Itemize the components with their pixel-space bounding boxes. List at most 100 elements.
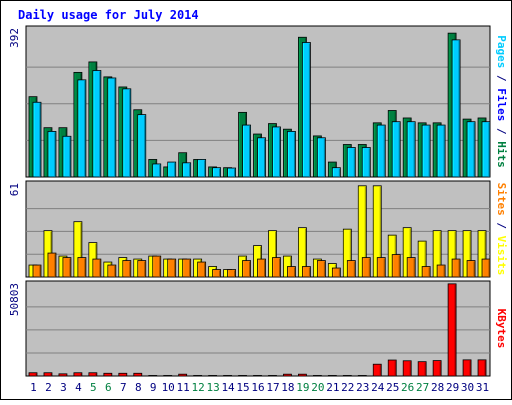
panel-visits-sites: 61 Sites / Visits <box>8 180 508 278</box>
legend-part: Sites <box>495 183 508 216</box>
scale-max-label: 392 <box>8 28 21 48</box>
bar-sites-day-19 <box>302 266 311 278</box>
bar-files-day-6 <box>107 77 117 178</box>
x-tick-day-10: 10 <box>162 381 175 394</box>
x-tick-day-7: 7 <box>120 381 127 394</box>
bar-kbytes-day-29 <box>447 283 457 377</box>
bar-kbytes-day-2 <box>43 372 53 377</box>
bar-kbytes-day-9 <box>148 375 158 377</box>
x-tick-day-11: 11 <box>177 381 190 394</box>
panel-background <box>25 280 491 377</box>
bar-kbytes-day-16 <box>253 375 262 377</box>
x-tick-day-3: 3 <box>60 381 67 394</box>
bar-sites-day-20 <box>316 260 326 278</box>
legend-part: / <box>495 68 508 88</box>
x-tick-day-2: 2 <box>45 381 52 394</box>
bar-sites-day-14 <box>227 269 236 278</box>
bar-sites-day-17 <box>272 257 281 278</box>
scale-max-label: 61 <box>8 183 21 196</box>
bar-files-day-26 <box>406 121 416 178</box>
bar-files-day-24 <box>376 124 386 178</box>
bar-files-day-11 <box>182 162 192 178</box>
bar-files-day-25 <box>391 121 401 178</box>
bar-kbytes-day-11 <box>178 373 188 377</box>
bar-kbytes-day-27 <box>417 361 427 377</box>
bar-kbytes-day-10 <box>163 375 173 377</box>
bar-kbytes-day-24 <box>372 363 382 377</box>
bar-kbytes-day-31 <box>477 359 487 377</box>
bar-files-day-9 <box>152 163 162 178</box>
bar-kbytes-day-17 <box>268 375 277 377</box>
bar-files-day-8 <box>137 114 147 178</box>
bar-files-day-4 <box>77 79 87 178</box>
legend-part: Visits <box>495 236 508 276</box>
bar-kbytes-day-20 <box>312 375 322 377</box>
bar-kbytes-day-21 <box>327 375 337 377</box>
bar-sites-day-21 <box>331 267 341 278</box>
bar-files-day-2 <box>47 131 57 178</box>
scale-max-label: 50803 <box>8 283 21 316</box>
x-tick-day-14: 14 <box>221 381 235 394</box>
bar-files-day-21 <box>331 167 341 178</box>
x-tick-day-24: 24 <box>371 381 385 394</box>
bar-files-day-30 <box>466 121 476 178</box>
bar-files-day-5 <box>92 70 102 178</box>
x-tick-day-21: 21 <box>326 381 339 394</box>
bar-kbytes-day-23 <box>357 375 367 377</box>
panel-hits-files-pages: 392 Pages / Files / Hits <box>8 25 508 178</box>
legend-part: / <box>495 216 508 236</box>
bar-sites-day-3 <box>62 257 72 278</box>
x-tick-day-17: 17 <box>266 381 279 394</box>
x-tick-day-28: 28 <box>431 381 444 394</box>
series-legend-label: Pages / Files / Hits <box>495 35 508 168</box>
series-legend-label: Sites / Visits <box>495 183 508 276</box>
bar-files-day-1 <box>32 101 42 178</box>
x-tick-day-4: 4 <box>75 381 82 394</box>
bar-sites-day-1 <box>32 264 42 278</box>
legend-part: KBytes <box>495 309 508 349</box>
bar-sites-day-26 <box>406 257 416 278</box>
bar-files-day-29 <box>451 39 461 178</box>
chart-title: Daily usage for July 2014 <box>18 8 199 22</box>
panel-kbytes: 50803 KBytes <box>8 280 508 377</box>
x-tick-day-12: 12 <box>192 381 205 394</box>
bar-files-day-3 <box>62 135 72 178</box>
x-tick-day-13: 13 <box>206 381 219 394</box>
bar-kbytes-day-3 <box>58 373 68 377</box>
x-tick-day-15: 15 <box>236 381 249 394</box>
bar-kbytes-day-15 <box>238 375 247 377</box>
x-tick-day-31: 31 <box>476 381 489 394</box>
bar-sites-day-16 <box>257 258 266 278</box>
bar-sites-day-18 <box>287 266 296 278</box>
bar-sites-day-29 <box>451 258 461 278</box>
bar-kbytes-day-19 <box>298 373 307 377</box>
bar-kbytes-day-12 <box>193 375 203 377</box>
bar-kbytes-day-5 <box>88 372 98 377</box>
bar-kbytes-day-4 <box>73 372 83 377</box>
bar-sites-day-10 <box>167 258 177 278</box>
bar-sites-day-28 <box>436 264 446 278</box>
x-tick-day-6: 6 <box>105 381 112 394</box>
bar-sites-day-24 <box>376 257 386 278</box>
bar-kbytes-day-8 <box>133 372 143 377</box>
bar-kbytes-day-26 <box>402 360 412 377</box>
bar-sites-day-7 <box>122 260 132 278</box>
x-tick-day-30: 30 <box>461 381 474 394</box>
bar-kbytes-day-25 <box>387 359 397 377</box>
x-tick-day-18: 18 <box>281 381 294 394</box>
bar-files-day-20 <box>316 137 326 178</box>
x-tick-day-26: 26 <box>401 381 414 394</box>
bar-files-day-17 <box>272 126 281 178</box>
bar-files-day-18 <box>287 131 296 178</box>
bar-sites-day-30 <box>466 260 476 278</box>
legend-part: Hits <box>495 141 508 168</box>
bar-sites-day-4 <box>77 257 87 278</box>
bar-kbytes-day-1 <box>28 372 38 377</box>
bar-sites-day-23 <box>361 257 371 278</box>
bar-files-day-13 <box>212 167 222 178</box>
x-tick-day-1: 1 <box>30 381 37 394</box>
bar-sites-day-27 <box>421 266 431 278</box>
bar-files-day-23 <box>361 147 371 178</box>
bar-files-day-19 <box>302 42 311 178</box>
